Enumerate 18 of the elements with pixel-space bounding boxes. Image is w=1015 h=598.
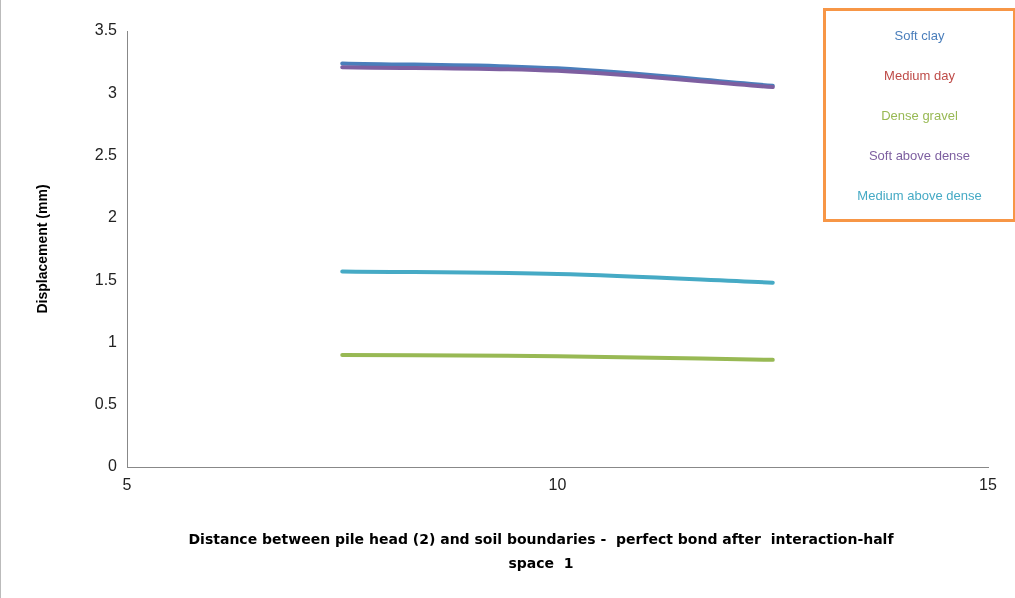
x-axis-title: Distance between pile head (2) and soil boundaries - perfect bond after interaction-half space 1 (187, 530, 895, 573)
text: Dense gravel (881, 107, 958, 123)
text: Soft above dense (868, 147, 971, 163)
text: Medium above dense (857, 187, 982, 203)
y-axis-title: Displacement (mm) (34, 184, 51, 314)
y-tick-label: 0 (108, 457, 118, 475)
y-tick-label: 0.5 (94, 395, 118, 413)
y-tick-label: 3.5 (94, 21, 118, 39)
x-tick-label: 15 (979, 476, 997, 494)
legend-label: Medium day (884, 67, 955, 83)
x-tick-label: 10 (548, 476, 567, 494)
y-tick-label: 1.5 (94, 270, 118, 288)
x-tick-label: 5 (122, 476, 132, 494)
y-tick-label: 3 (108, 83, 118, 101)
y-tick-label: 1 (108, 332, 118, 350)
y-tick-label: 2 (108, 208, 118, 226)
text: Soft clay (894, 27, 945, 43)
y-tick-label: 2.5 (94, 145, 118, 163)
